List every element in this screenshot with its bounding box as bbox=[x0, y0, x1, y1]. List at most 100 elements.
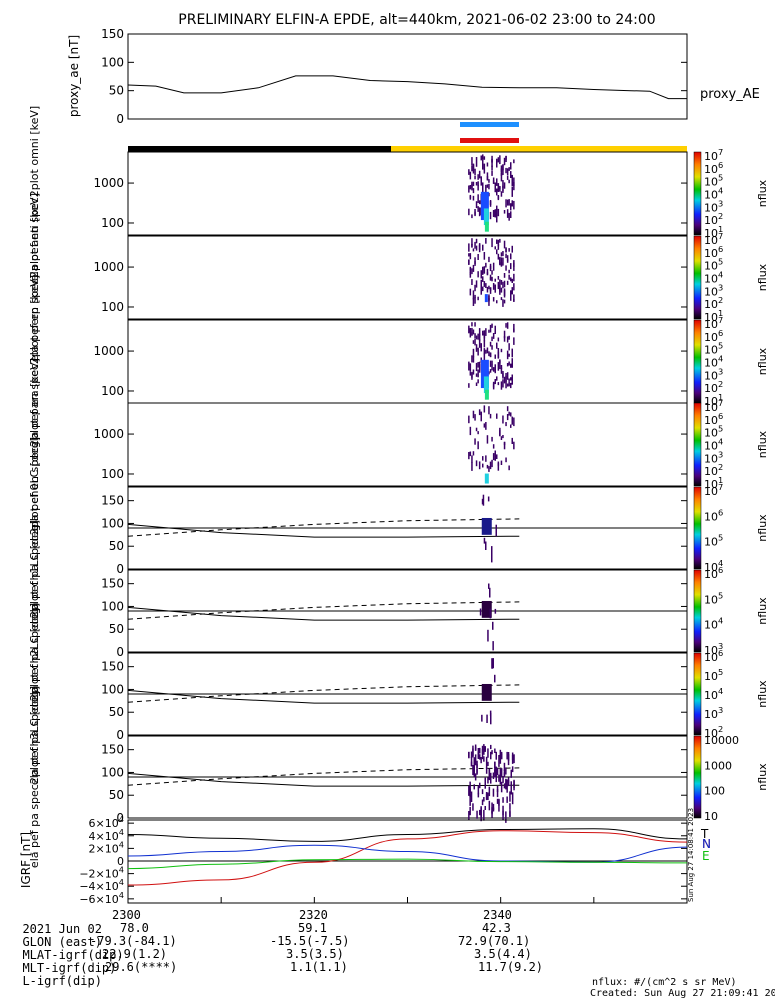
spectrogram-cell bbox=[482, 266, 484, 275]
spectrogram-cell bbox=[494, 284, 496, 293]
spectrogram-cell bbox=[497, 362, 500, 371]
pitch-angle-cell bbox=[481, 683, 492, 701]
spectrogram-cell bbox=[469, 195, 472, 200]
spectrogram-cell bbox=[468, 325, 470, 334]
spectrogram-cell bbox=[492, 333, 495, 339]
spectrogram-cell bbox=[503, 240, 506, 249]
spectrogram-cell bbox=[510, 203, 512, 211]
spectrogram-cell bbox=[475, 245, 478, 251]
colorbar-tick-label: 106 bbox=[704, 507, 723, 523]
pitch-angle-cell bbox=[479, 747, 481, 754]
pitch-angle-cell bbox=[496, 767, 499, 776]
pitch-angle-cell bbox=[492, 621, 494, 630]
colorbar-tick-label: 105 bbox=[704, 590, 723, 606]
colorbar-tick-label: 107 bbox=[704, 398, 723, 414]
spectrogram-cell bbox=[511, 374, 513, 379]
pitch-angle-cell bbox=[496, 789, 499, 798]
spectrogram-cell bbox=[510, 377, 512, 381]
spectrogram-cell bbox=[474, 209, 476, 215]
pitch-angle-cell bbox=[502, 810, 504, 820]
units-note: nflux: #/(cm^2 s sr MeV) bbox=[592, 977, 737, 988]
pitch-angle-cell bbox=[492, 658, 494, 669]
spectrogram-cell bbox=[499, 361, 501, 370]
spectrogram-cell bbox=[494, 278, 496, 282]
spectrogram-cell bbox=[475, 238, 478, 244]
spectrogram-cell bbox=[475, 280, 478, 288]
spectrogram-cell bbox=[510, 162, 512, 170]
spectrogram-cell bbox=[492, 453, 495, 461]
spectrogram-cell bbox=[511, 178, 513, 187]
pitch-angle-cell bbox=[476, 810, 478, 819]
spectrogram-cell bbox=[474, 322, 476, 327]
pitch-angle-cell bbox=[487, 792, 489, 800]
spectrogram-cell bbox=[483, 266, 486, 274]
ae-legend: proxy_AE bbox=[700, 87, 760, 102]
spectrogram-cell bbox=[478, 339, 481, 348]
spectrogram-cell bbox=[497, 382, 500, 386]
spectrogram-cell bbox=[485, 184, 487, 189]
spectrogram-cell bbox=[494, 246, 496, 250]
spectrogram-cell bbox=[508, 465, 510, 471]
colorbar-tick-label: 105 bbox=[704, 667, 723, 683]
spectrogram-cell bbox=[496, 300, 498, 304]
spectrogram-cell bbox=[472, 297, 475, 306]
spectrogram-cell bbox=[508, 167, 510, 171]
pitch-angle-cell bbox=[488, 800, 491, 811]
spectrogram-cell bbox=[482, 244, 484, 251]
footer-value: 29.6(****) bbox=[105, 960, 178, 974]
spectrogram-cell bbox=[485, 238, 487, 244]
spectrogram-cell bbox=[506, 363, 509, 367]
loss-cone-line bbox=[127, 772, 520, 787]
igrf-tick-label: 2×104 bbox=[89, 839, 124, 855]
spectrogram-cell bbox=[475, 182, 478, 186]
pitch-angle-cell bbox=[477, 785, 480, 795]
spectrogram-cell bbox=[508, 179, 510, 184]
spectrogram-cell bbox=[478, 170, 481, 179]
spectrogram-cell bbox=[510, 211, 512, 218]
pitch-angle-cell bbox=[486, 714, 488, 723]
spectrogram-cell bbox=[494, 364, 496, 372]
spectrogram-cell bbox=[510, 412, 512, 417]
pitch-angle-cell bbox=[481, 714, 483, 722]
spectrogram-cell bbox=[506, 168, 509, 176]
pitch-angle-cell bbox=[484, 783, 486, 789]
status-bar-red bbox=[460, 138, 519, 143]
legend-t: T bbox=[700, 827, 709, 841]
spectrogram-cell bbox=[511, 358, 513, 367]
pitch-angle-tick-label: 50 bbox=[109, 788, 124, 802]
spectrogram-cell bbox=[480, 284, 482, 290]
spectrogram-cell bbox=[472, 181, 475, 187]
colorbar-tick-label: 103 bbox=[704, 366, 723, 382]
pitch-angle-cell bbox=[510, 781, 512, 786]
pitch-angle-tick-label: 50 bbox=[109, 622, 124, 636]
colorbar-tick-label: 106 bbox=[704, 648, 723, 664]
colorbar-tick-label: 100 bbox=[704, 785, 725, 798]
spectrogram-cell bbox=[496, 342, 498, 349]
spectrogram-cell bbox=[506, 336, 509, 343]
colorbar-tick-label: 104 bbox=[704, 186, 723, 202]
spectrogram-cell bbox=[502, 379, 504, 388]
spectrogram-cell bbox=[511, 378, 513, 385]
spectrogram-cell bbox=[485, 422, 487, 430]
igrf-t-line bbox=[127, 828, 688, 842]
spectrogram-cell bbox=[477, 194, 479, 203]
pitch-angle-cell bbox=[483, 537, 486, 544]
pitch-angle-cell bbox=[485, 793, 488, 801]
spectrogram-cell bbox=[510, 277, 512, 282]
spectrogram-cell bbox=[471, 327, 473, 336]
pitch-angle-tick-label: 0 bbox=[116, 562, 124, 576]
spectrogram-cell bbox=[477, 184, 479, 191]
spectrogram-cell bbox=[484, 221, 489, 232]
spectrogram-cell bbox=[480, 279, 482, 285]
igrf-n-blue-line bbox=[127, 844, 688, 863]
colorbar-tick-label: 104 bbox=[704, 686, 723, 702]
spectrogram-cell bbox=[484, 294, 488, 303]
pitch-angle-cell bbox=[495, 751, 497, 760]
spectrogram-cell bbox=[474, 261, 476, 266]
colorbar-tick-label: 101 bbox=[704, 308, 723, 324]
spectrogram-cell bbox=[511, 348, 513, 358]
ae-tick-label: 100 bbox=[101, 55, 124, 69]
spectrogram-cell bbox=[482, 330, 484, 336]
spectrogram-cell bbox=[480, 343, 482, 352]
